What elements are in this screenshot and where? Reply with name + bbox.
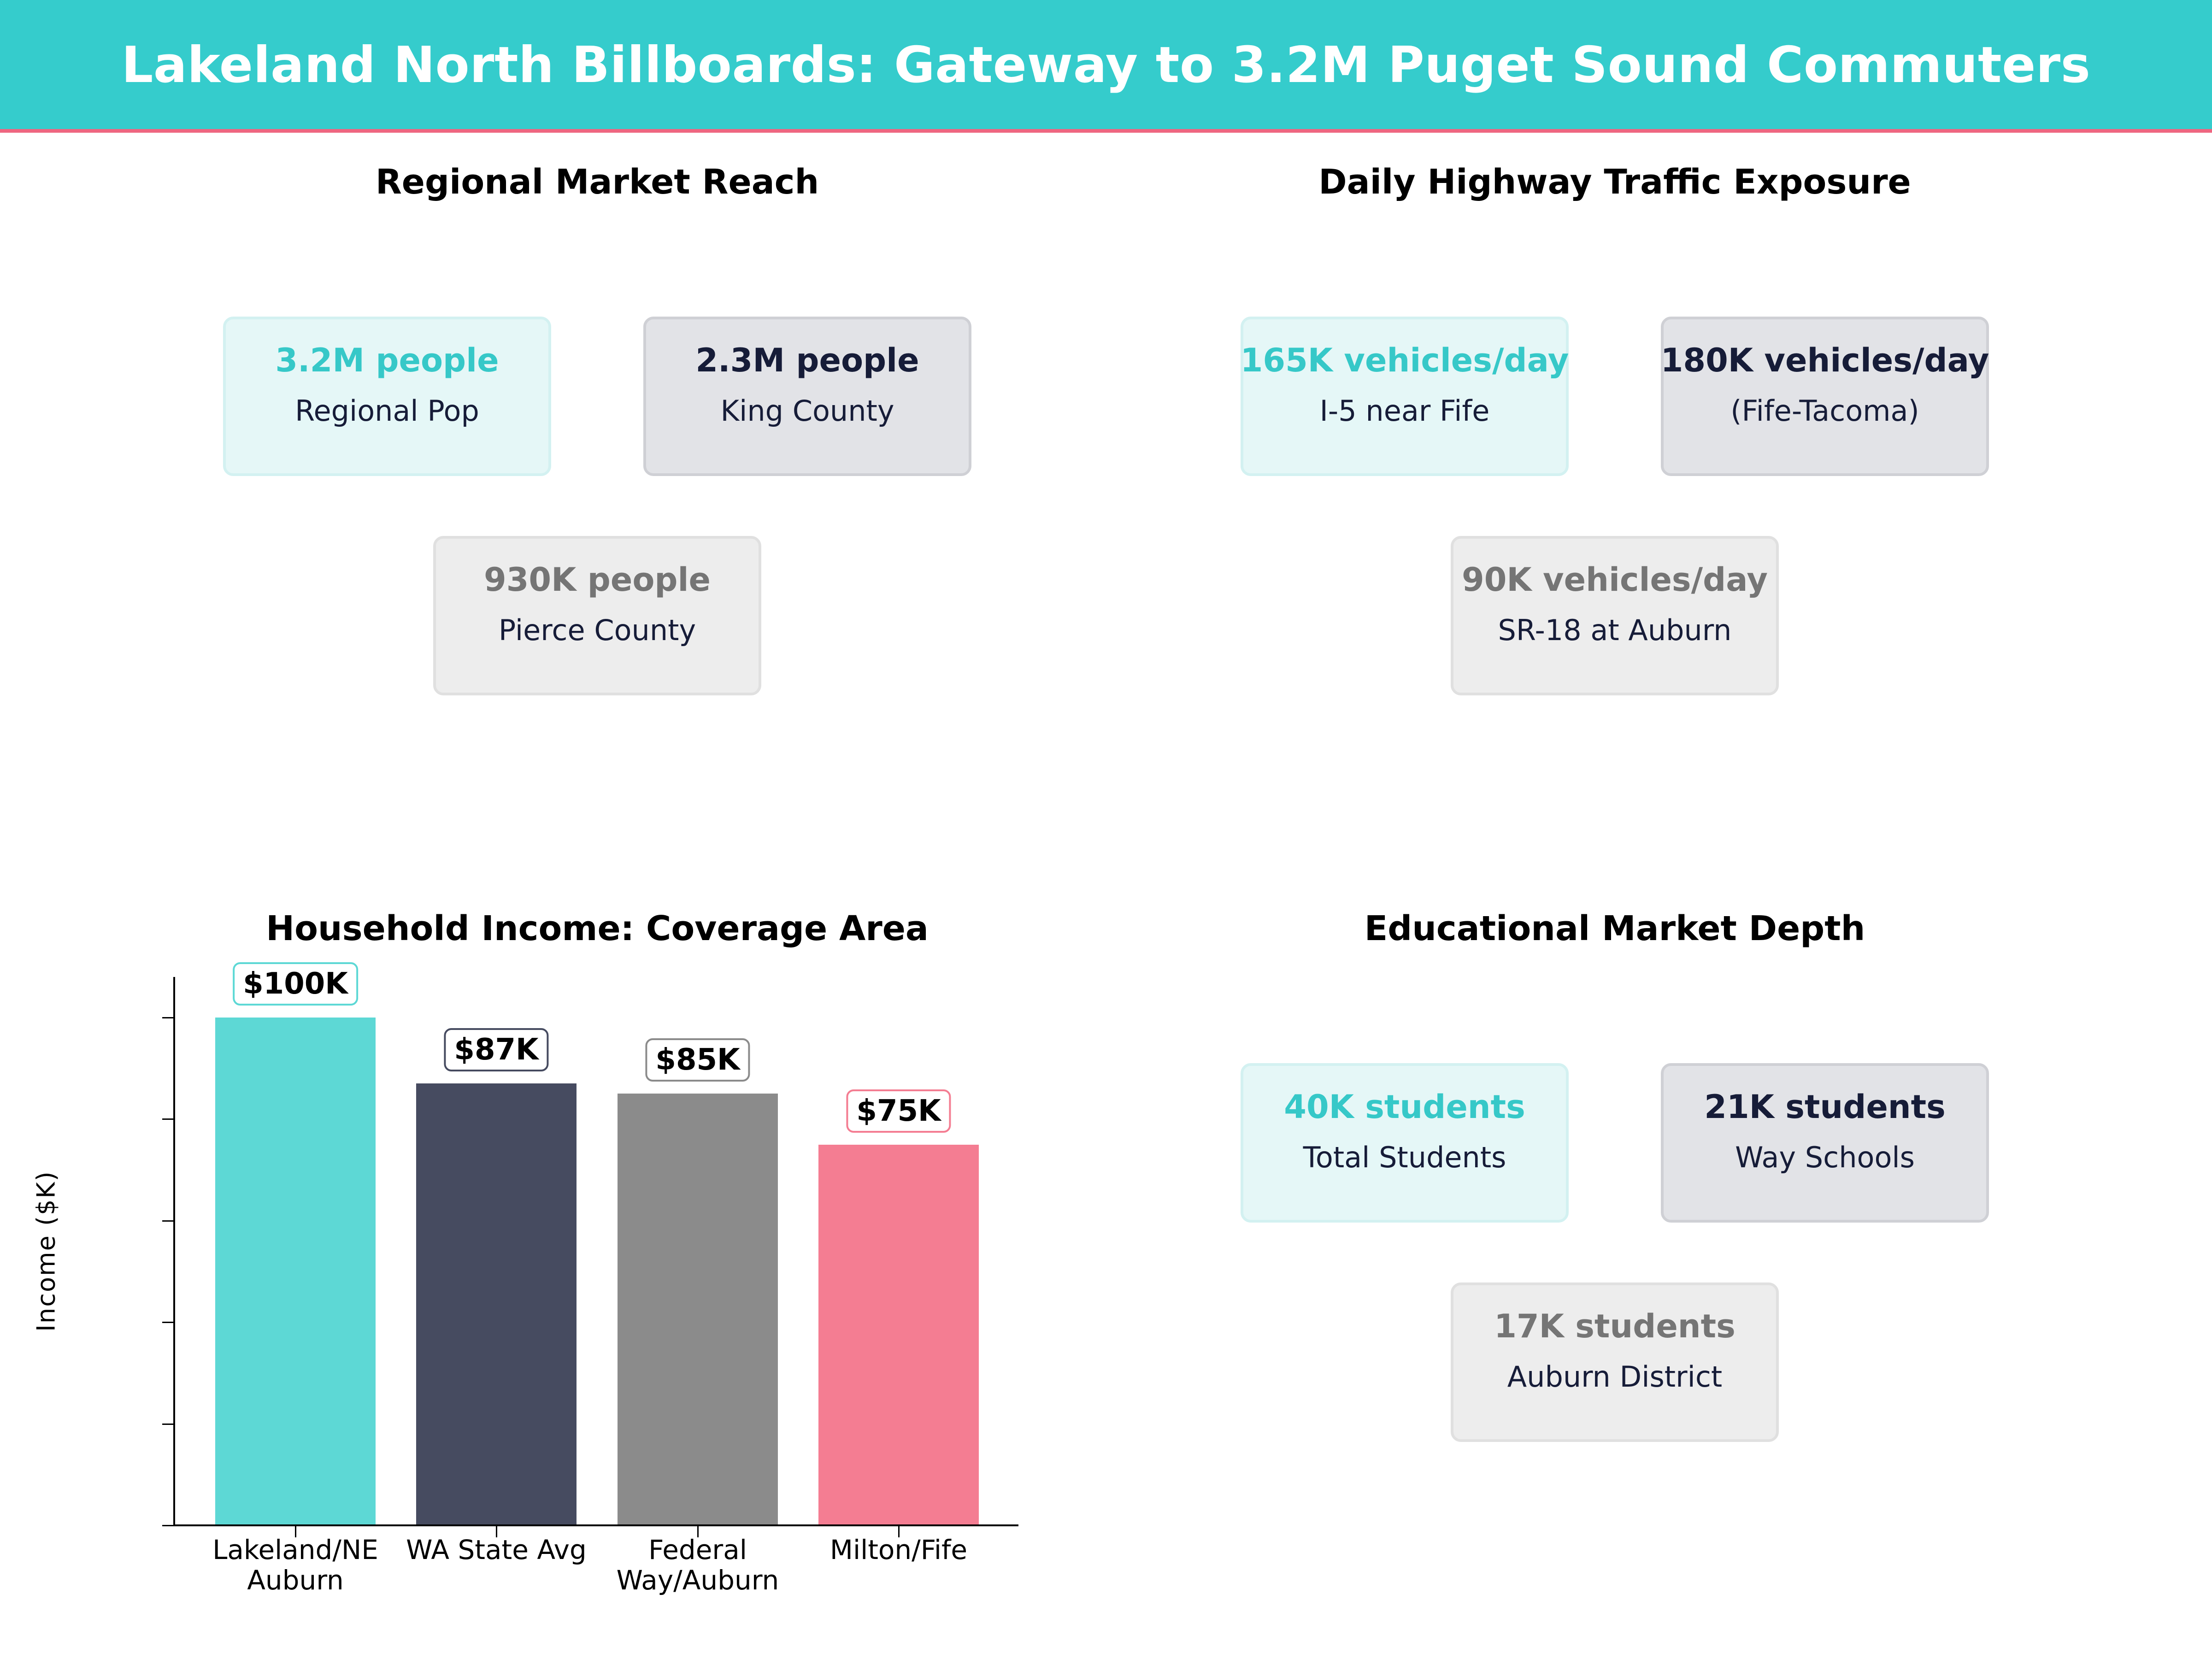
y-tick-mark [162,1017,174,1018]
stat-value: 40K students [1284,1088,1525,1126]
y-axis-label: Income ($K) [31,1171,61,1332]
y-tick-mark [162,1423,174,1425]
stat-label: King County [720,394,894,428]
y-axis-spine [173,977,175,1526]
page-title: Lakeland North Billboards: Gateway to 3.… [121,36,2091,94]
x-tick-mark [496,1525,497,1537]
stat-label: (Fife-Tacoma) [1730,394,1919,428]
x-tick-label: Milton/Fife [830,1534,968,1565]
stat-card-pierce-county: 930K people Pierce County [433,536,761,695]
page-header: Lakeland North Billboards: Gateway to 3.… [0,0,2212,130]
y-tick-mark [162,1118,174,1120]
header-accent-rule [0,129,2212,133]
bar-value-label: $85K [645,1038,750,1082]
stat-card-fife-tacoma: 180K vehicles/day (Fife-Tacoma) [1661,317,1989,476]
stat-value: 165K vehicles/day [1240,341,1569,379]
y-tick-mark [162,1525,174,1526]
bar [215,1018,376,1525]
bar [818,1144,979,1525]
stat-value: 180K vehicles/day [1660,341,1989,379]
stat-card-total-students: 40K students Total Students [1241,1063,1569,1223]
x-axis-spine [173,1524,1018,1526]
stat-value: 930K people [484,561,711,599]
x-tick-label: WA State Avg [406,1534,587,1565]
stat-label: I-5 near Fife [1319,394,1490,428]
stat-label: Pierce County [498,613,696,647]
stat-value: 3.2M people [275,341,499,379]
stat-value: 17K students [1494,1307,1735,1345]
stat-label: Regional Pop [295,394,479,428]
bar-value-label: $75K [846,1089,951,1133]
stat-card-regional-pop: 3.2M people Regional Pop [223,317,551,476]
stat-card-way-schools: 21K students Way Schools [1661,1063,1989,1223]
x-tick-label: Lakeland/NE Auburn [212,1534,378,1596]
stat-label: SR-18 at Auburn [1498,613,1732,647]
stat-label: Total Students [1303,1141,1506,1174]
x-tick-mark [697,1525,699,1537]
bar [618,1094,778,1525]
bar-value-label: $87K [444,1028,549,1072]
income-bar-chart: Income ($K) 020000400006000080000100000 … [31,962,1018,1596]
stat-card-auburn-district: 17K students Auburn District [1451,1282,1779,1442]
stat-value: 21K students [1704,1088,1946,1126]
stat-card-i5-fife: 165K vehicles/day I-5 near Fife [1241,317,1569,476]
bar [416,1083,577,1525]
x-tick-mark [295,1525,296,1537]
stat-value: 2.3M people [695,341,919,379]
stat-card-king-county: 2.3M people King County [643,317,971,476]
regional-reach-title: Regional Market Reach [375,162,819,202]
bar-value-label: $100K [233,962,358,1006]
y-tick-mark [162,1322,174,1324]
stat-card-sr18-auburn: 90K vehicles/day SR-18 at Auburn [1451,536,1779,695]
stat-label: Auburn District [1507,1360,1723,1394]
stat-label: Way Schools [1735,1141,1915,1174]
x-tick-label: Federal Way/Auburn [616,1534,779,1596]
income-chart-title: Household Income: Coverage Area [266,909,929,948]
traffic-exposure-title: Daily Highway Traffic Exposure [1318,162,1911,202]
y-tick-mark [162,1220,174,1222]
stat-value: 90K vehicles/day [1462,561,1768,599]
x-tick-mark [898,1525,900,1537]
education-title: Educational Market Depth [1364,909,1865,948]
